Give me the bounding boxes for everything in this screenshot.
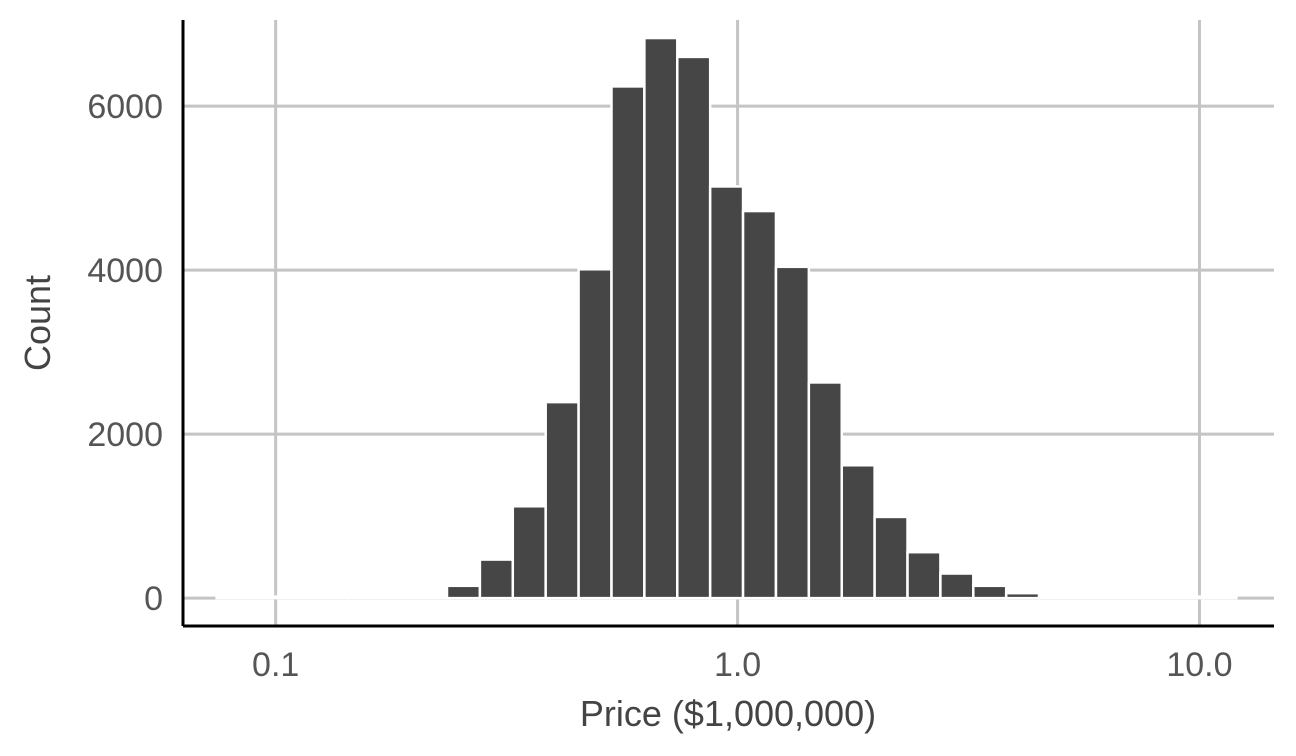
- y-tick-label: 6000: [87, 88, 163, 126]
- y-tick-label: 4000: [87, 252, 163, 290]
- y-axis-title: Count: [17, 275, 58, 371]
- histogram-bar: [314, 595, 350, 600]
- histogram-bar: [379, 595, 416, 600]
- histogram-bar: [676, 55, 712, 600]
- tick-labels: 0.1 1.0 10.0 0 2000 4000 6000: [87, 88, 1232, 684]
- histogram-bar: [1070, 595, 1107, 600]
- histogram-bars: [215, 36, 1238, 600]
- x-axis-title: Price ($1,000,000): [580, 693, 876, 734]
- histogram-bar: [708, 185, 745, 600]
- histogram-bar: [478, 558, 515, 600]
- histogram-bar: [610, 85, 646, 600]
- histogram-bar: [577, 268, 613, 600]
- histogram-bar: [1169, 595, 1205, 600]
- histogram-bar: [741, 209, 778, 600]
- histogram-bar: [840, 464, 876, 600]
- histogram-bar: [1136, 595, 1172, 600]
- histogram-bar: [347, 595, 383, 600]
- x-tick-label: 0.1: [252, 646, 299, 684]
- histogram-bar: [906, 550, 942, 600]
- histogram-bar: [248, 595, 284, 600]
- histogram-bar: [544, 400, 580, 600]
- histogram-bar: [1037, 594, 1074, 600]
- y-tick-label: 2000: [87, 416, 163, 454]
- histogram-bar: [1004, 591, 1041, 600]
- histogram-bar: [215, 595, 251, 600]
- histogram-bar: [1202, 595, 1238, 600]
- x-tick-label: 10.0: [1166, 646, 1232, 684]
- histogram-bar: [1103, 595, 1140, 600]
- x-tick-label: 1.0: [714, 646, 761, 684]
- histogram-bar: [511, 505, 547, 600]
- histogram-bar: [281, 595, 317, 600]
- axes: [181, 20, 1274, 628]
- histogram-bar: [807, 381, 843, 600]
- histogram-bar: [774, 265, 811, 600]
- histogram-bar: [412, 595, 449, 600]
- histogram-bar: [939, 572, 975, 600]
- y-tick-label: 0: [144, 580, 163, 618]
- histogram-bar: [873, 515, 909, 600]
- histogram-bar: [445, 584, 482, 600]
- histogram-bar: [643, 36, 679, 600]
- histogram-bar: [972, 584, 1008, 600]
